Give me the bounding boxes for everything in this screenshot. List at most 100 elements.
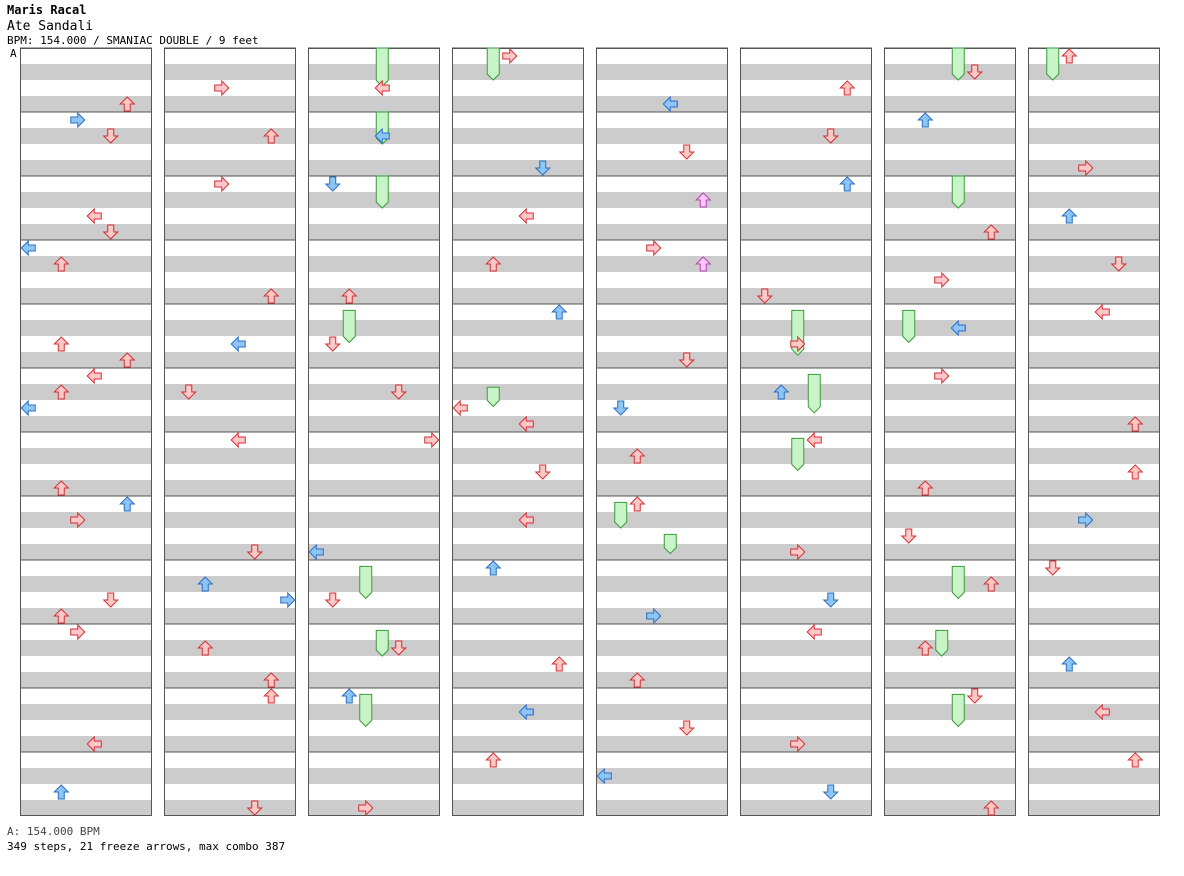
- step-arrow: [1094, 303, 1110, 321]
- measure-band: [740, 576, 872, 592]
- measure-band: [596, 192, 728, 208]
- step-arrow: [950, 319, 966, 337]
- measure-band: [164, 352, 296, 368]
- measure-band: [596, 384, 728, 400]
- measure-band: [884, 576, 1016, 592]
- measure-band: [884, 640, 1016, 656]
- step-arrow: [934, 367, 950, 385]
- measure-band: [308, 224, 440, 240]
- measure-band: [596, 800, 728, 816]
- step-arrow: [917, 480, 934, 496]
- step-arrow: [1061, 656, 1078, 672]
- freeze-arrow: [951, 175, 965, 209]
- measure-band: [1028, 256, 1160, 272]
- step-arrow: [102, 224, 119, 240]
- measure-band: [164, 480, 296, 496]
- measure-band: [308, 480, 440, 496]
- step-arrow: [390, 384, 407, 400]
- measure-band: [884, 96, 1016, 112]
- chart-column: [308, 47, 440, 816]
- step-arrow: [86, 207, 102, 225]
- freeze-arrow: [614, 501, 628, 529]
- measure-band: [452, 512, 584, 528]
- measure-band: [884, 224, 1016, 240]
- measure-band: [596, 288, 728, 304]
- freeze-arrow: [935, 629, 949, 657]
- step-arrow: [1078, 159, 1094, 177]
- freeze-arrow: [375, 629, 389, 657]
- freeze-arrow: [375, 47, 389, 88]
- measure-band: [164, 608, 296, 624]
- measure-band: [884, 352, 1016, 368]
- artist-name: Maris Racal: [7, 3, 87, 17]
- step-arrow: [197, 640, 214, 656]
- measure-band: [452, 640, 584, 656]
- measure-band: [308, 544, 440, 560]
- measure-band: [20, 96, 152, 112]
- measure-band: [20, 64, 152, 80]
- measure-band: [308, 64, 440, 80]
- measure-band: [308, 128, 440, 144]
- measure-band: [164, 512, 296, 528]
- measure-band: [1028, 384, 1160, 400]
- bpm-marker: A: [10, 47, 17, 60]
- freeze-arrow: [359, 693, 373, 728]
- step-arrow: [197, 576, 214, 592]
- step-arrow: [70, 511, 86, 529]
- measure-band: [1028, 96, 1160, 112]
- chart-column: [164, 47, 296, 816]
- measure-band: [740, 544, 872, 560]
- measure-band: [1028, 480, 1160, 496]
- step-arrow: [534, 464, 551, 480]
- measure-band: [884, 768, 1016, 784]
- measure-band: [596, 768, 728, 784]
- measure-band: [452, 224, 584, 240]
- measure-band: [1028, 672, 1160, 688]
- step-arrow: [374, 79, 390, 97]
- freeze-arrow: [951, 565, 965, 600]
- measure-band: [884, 672, 1016, 688]
- measure-band: [1028, 416, 1160, 432]
- measure-band: [740, 640, 872, 656]
- step-arrow: [773, 384, 790, 400]
- measure-band: [452, 672, 584, 688]
- measure-band: [164, 160, 296, 176]
- step-arrow: [756, 288, 773, 304]
- measure-band: [20, 320, 152, 336]
- measure-band: [308, 576, 440, 592]
- freeze-arrow: [663, 533, 677, 555]
- measure-band: [1028, 320, 1160, 336]
- step-arrow: [102, 592, 119, 608]
- step-arrow: [966, 64, 983, 80]
- measure-band: [884, 192, 1016, 208]
- measure-band: [308, 704, 440, 720]
- column-border: [884, 48, 1016, 816]
- measure-band: [596, 736, 728, 752]
- measure-band: [1028, 608, 1160, 624]
- measure-band: [740, 704, 872, 720]
- step-arrow: [53, 336, 70, 352]
- step-arrow: [646, 607, 662, 625]
- measure-band: [596, 416, 728, 432]
- step-arrow: [1078, 511, 1094, 529]
- measure-band: [596, 64, 728, 80]
- measure-band: [308, 416, 440, 432]
- step-arrow: [263, 672, 280, 688]
- freeze-arrow: [1046, 47, 1060, 81]
- measure-band: [1028, 576, 1160, 592]
- measure-band: [308, 800, 440, 816]
- step-arrow: [324, 336, 341, 352]
- step-arrow: [53, 384, 70, 400]
- freeze-arrow: [486, 386, 500, 408]
- measure-band: [1028, 128, 1160, 144]
- measure-band: [884, 800, 1016, 816]
- step-arrow: [629, 672, 646, 688]
- measure-band: [308, 320, 440, 336]
- measure-band: [1028, 800, 1160, 816]
- column-border: [452, 48, 584, 816]
- step-arrow: [358, 799, 374, 817]
- step-arrow: [263, 688, 280, 704]
- measure-band: [308, 96, 440, 112]
- measure-band: [596, 448, 728, 464]
